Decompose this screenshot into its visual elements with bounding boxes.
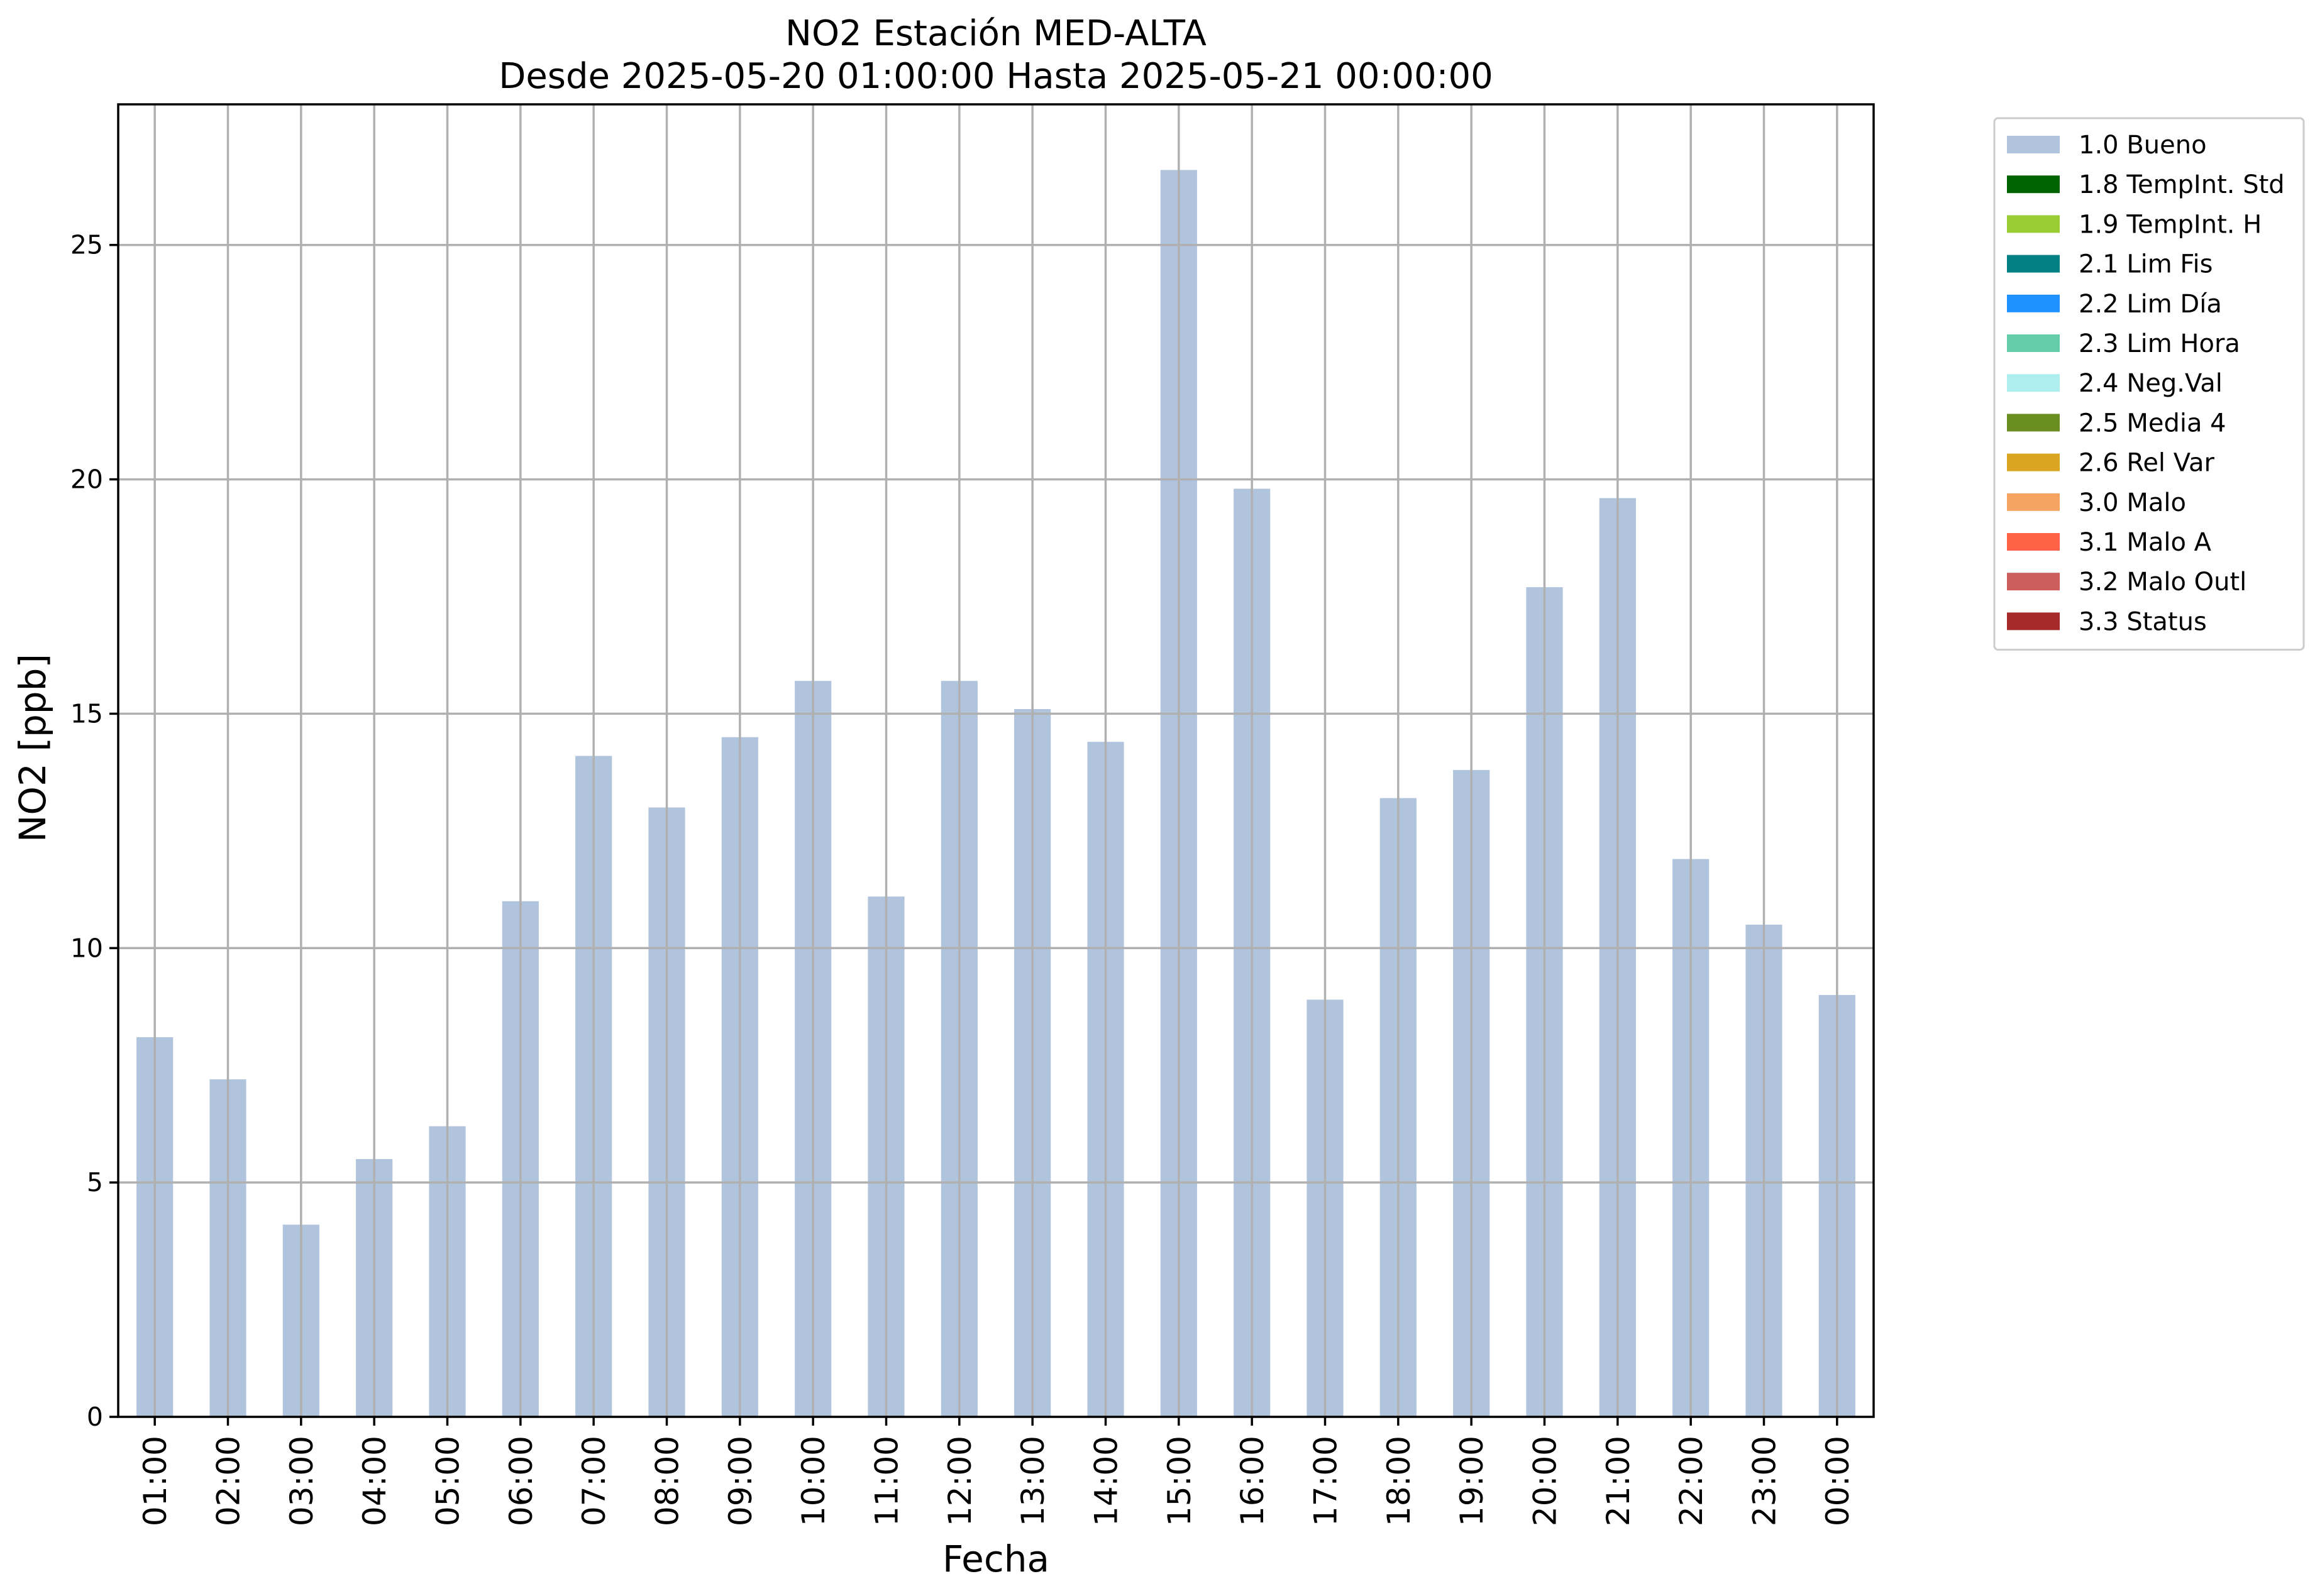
legend-swatch — [2007, 612, 2060, 630]
x-tick-label: 10:00 — [795, 1436, 832, 1526]
x-axis-label: Fecha — [942, 1538, 1049, 1580]
legend-swatch — [2007, 414, 2060, 432]
x-tick-label: 13:00 — [1015, 1436, 1051, 1526]
x-tick-label: 03:00 — [284, 1436, 320, 1526]
x-tick-label: 14:00 — [1088, 1436, 1125, 1526]
legend-swatch — [2007, 255, 2060, 273]
x-tick-label: 18:00 — [1381, 1436, 1417, 1526]
x-tick-label: 05:00 — [430, 1436, 467, 1526]
y-tick-label: 25 — [70, 230, 103, 260]
x-tick-label: 11:00 — [869, 1436, 905, 1526]
chart-subtitle: Desde 2025-05-20 01:00:00 Hasta 2025-05-… — [499, 56, 1493, 97]
plot-frame — [117, 103, 1875, 1418]
legend-swatch — [2007, 136, 2060, 153]
x-tick-label: 00:00 — [1820, 1436, 1856, 1526]
legend-swatch — [2007, 453, 2060, 471]
x-tick-label: 17:00 — [1308, 1436, 1344, 1526]
y-tick-label: 10 — [70, 933, 103, 963]
legend-swatch — [2007, 215, 2060, 233]
bars — [136, 170, 1855, 1417]
x-tick-label: 06:00 — [503, 1436, 539, 1526]
x-tick-label: 15:00 — [1161, 1436, 1198, 1526]
axes: 0 5 10 15 20 25 01:00 02:00 03:00 04:00 05:00 06:00… — [70, 103, 1875, 1526]
x-tick-label: 19:00 — [1454, 1436, 1490, 1526]
x-tick-label: 20:00 — [1527, 1436, 1564, 1526]
y-tick-label: 20 — [70, 465, 103, 495]
x-tick-label: 02:00 — [211, 1436, 247, 1526]
legend-entry-label: 2.6 Rel Var — [2079, 449, 2215, 478]
x-tick-label: 07:00 — [576, 1436, 612, 1526]
legend-entry-label: 2.4 Neg.Val — [2079, 369, 2223, 398]
legend-entry-label: 3.3 Status — [2079, 607, 2207, 636]
x-tick-label: 01:00 — [137, 1436, 174, 1526]
legend-frame — [1993, 117, 2305, 651]
y-tick-label: 5 — [87, 1167, 103, 1197]
legend-entry-label: 3.2 Malo Outl — [2079, 568, 2246, 597]
chart-title: NO2 Estación MED-ALTA — [785, 13, 1207, 54]
x-tick-label: 08:00 — [649, 1436, 686, 1526]
y-tick-label: 0 — [87, 1402, 103, 1432]
x-tick-label: 22:00 — [1673, 1436, 1710, 1526]
legend-entry-label: 1.8 TempInt. Std — [2079, 170, 2285, 199]
x-tick-label: 21:00 — [1600, 1436, 1637, 1526]
legend-entry-label: 1.0 Bueno — [2079, 131, 2207, 160]
y-tick-label: 15 — [70, 698, 103, 729]
grid-lines — [118, 104, 1874, 1417]
legend-swatch — [2007, 374, 2060, 392]
legend-swatch — [2007, 334, 2060, 352]
x-tick-label: 16:00 — [1234, 1436, 1271, 1526]
legend-swatch — [2007, 573, 2060, 591]
y-axis-label: NO2 [ppb] — [11, 654, 54, 842]
legend-entry-label: 3.1 Malo A — [2079, 528, 2212, 557]
legend-entry-label: 2.3 Lim Hora — [2079, 329, 2240, 358]
x-tick-label: 23:00 — [1747, 1436, 1783, 1526]
legend-swatch — [2007, 533, 2060, 551]
legend: 1.0 Bueno 1.8 TempInt. Std 1.9 TempInt. H 2… — [1993, 117, 2305, 651]
x-tick-label: 12:00 — [942, 1436, 978, 1526]
legend-swatch — [2007, 294, 2060, 312]
legend-swatch — [2007, 175, 2060, 194]
legend-entry-label: 1.9 TempInt. H — [2079, 210, 2262, 239]
legend-entry-label: 2.1 Lim Fis — [2079, 250, 2213, 279]
x-tick-label: 09:00 — [722, 1436, 759, 1526]
x-tick-label: 04:00 — [356, 1436, 393, 1526]
legend-entry-label: 2.5 Media 4 — [2079, 409, 2226, 438]
legend-swatch — [2007, 493, 2060, 511]
legend-entry-label: 3.0 Malo — [2079, 488, 2186, 517]
legend-entry-label: 2.2 Lim Día — [2079, 290, 2222, 319]
